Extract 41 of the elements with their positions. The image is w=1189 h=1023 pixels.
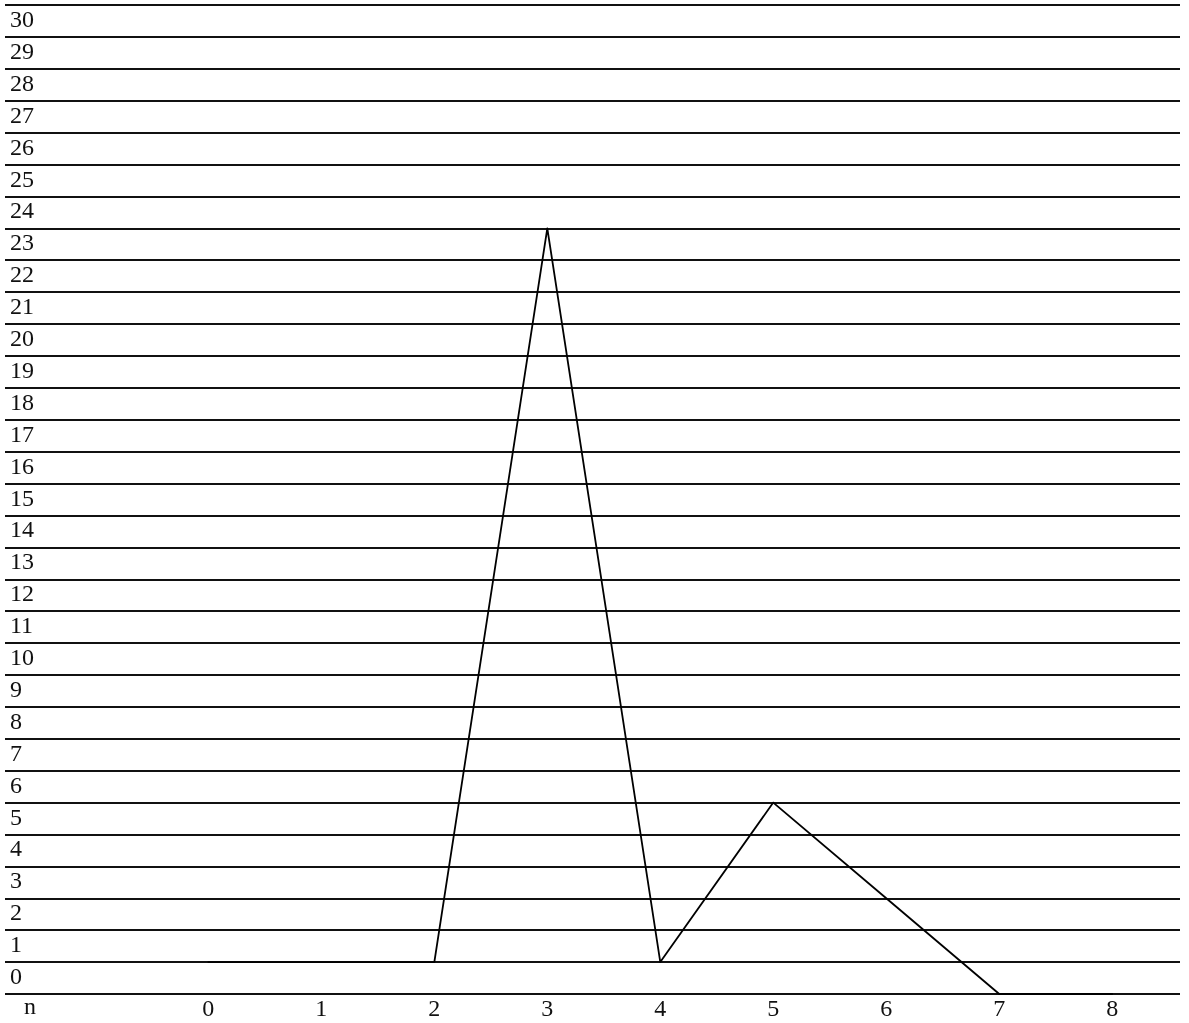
y-tick-label: 16 [10,452,34,479]
y-tick-label: 12 [10,580,34,607]
y-tick-label: 7 [10,739,22,766]
y-tick-label: 29 [10,37,34,64]
y-tick-label: 4 [10,835,22,862]
y-tick-label: 10 [10,644,34,671]
y-tick-label: 8 [10,707,22,734]
y-tick-label: 26 [10,133,34,160]
y-tick-label: 28 [10,69,34,96]
x-axis-title: n [24,993,36,1019]
y-tick-label: 11 [10,612,34,639]
y-tick-label: 3 [10,867,22,894]
x-tick-label: 2 [428,995,441,1021]
y-tick-label: 1 [10,931,22,958]
y-tick-label: 9 [10,675,22,702]
y-tick-label: 20 [10,325,34,352]
x-tick-label: 1 [315,995,328,1021]
y-tick-label: 30 [10,6,34,32]
y-tick-label: 25 [10,165,34,192]
y-tick-label: 22 [10,261,34,288]
y-tick-label: 24 [10,197,34,224]
y-tick-label: 5 [10,803,22,830]
y-tick-label: 17 [10,420,34,447]
x-tick-label: 4 [654,995,667,1021]
y-tick-label: 0 [10,963,22,990]
y-tick-label: 23 [10,229,34,256]
x-tick-label: 3 [541,995,554,1021]
y-tick-label: 19 [10,356,34,383]
x-tick-label: 7 [993,995,1006,1021]
x-tick-label: 0 [202,995,215,1021]
x-tick-label: 6 [880,995,893,1021]
y-tick-label: 18 [10,388,34,415]
y-tick-label: 14 [10,516,34,543]
y-tick-label: 21 [10,293,34,320]
x-tick-label: 5 [767,995,780,1021]
y-tick-label: 27 [10,101,34,128]
y-tick-label: 15 [10,484,34,511]
y-tick-label: 6 [10,771,22,798]
x-tick-label: 8 [1106,995,1119,1021]
y-tick-label: 2 [10,899,22,926]
y-tick-label: 13 [10,548,34,575]
